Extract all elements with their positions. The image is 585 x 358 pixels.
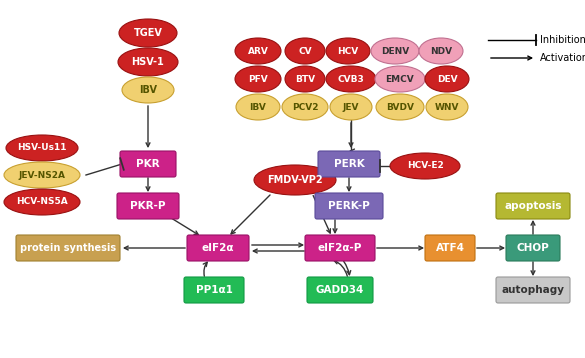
Text: PERK: PERK xyxy=(333,159,364,169)
Text: PKR: PKR xyxy=(136,159,160,169)
FancyBboxPatch shape xyxy=(184,277,244,303)
Text: TGEV: TGEV xyxy=(133,28,163,38)
Text: CV: CV xyxy=(298,47,312,55)
Text: CVB3: CVB3 xyxy=(338,74,364,83)
Ellipse shape xyxy=(254,165,336,195)
Text: autophagy: autophagy xyxy=(501,285,565,295)
Text: DEV: DEV xyxy=(436,74,457,83)
FancyBboxPatch shape xyxy=(496,193,570,219)
Text: HCV: HCV xyxy=(338,47,359,55)
Text: PERK-P: PERK-P xyxy=(328,201,370,211)
Ellipse shape xyxy=(285,38,325,64)
Text: GADD34: GADD34 xyxy=(316,285,364,295)
Text: IBV: IBV xyxy=(250,102,266,111)
Text: HCV-NS5A: HCV-NS5A xyxy=(16,198,68,207)
Text: protein synthesis: protein synthesis xyxy=(20,243,116,253)
Ellipse shape xyxy=(376,94,424,120)
FancyBboxPatch shape xyxy=(315,193,383,219)
Ellipse shape xyxy=(236,94,280,120)
Text: eIF2α-P: eIF2α-P xyxy=(318,243,362,253)
Text: PP1α1: PP1α1 xyxy=(195,285,232,295)
Text: EMCV: EMCV xyxy=(386,74,414,83)
FancyBboxPatch shape xyxy=(16,235,120,261)
Ellipse shape xyxy=(4,189,80,215)
Text: apoptosis: apoptosis xyxy=(504,201,562,211)
Text: WNV: WNV xyxy=(435,102,459,111)
Ellipse shape xyxy=(330,94,372,120)
Text: IBV: IBV xyxy=(139,85,157,95)
Text: JEV: JEV xyxy=(343,102,359,111)
FancyBboxPatch shape xyxy=(305,235,375,261)
Ellipse shape xyxy=(4,162,80,188)
Text: ARV: ARV xyxy=(247,47,269,55)
FancyBboxPatch shape xyxy=(318,151,380,177)
Ellipse shape xyxy=(6,135,78,161)
Text: HCV-E2: HCV-E2 xyxy=(407,161,443,170)
Text: ATF4: ATF4 xyxy=(435,243,464,253)
FancyBboxPatch shape xyxy=(117,193,179,219)
Ellipse shape xyxy=(425,66,469,92)
Text: BTV: BTV xyxy=(295,74,315,83)
FancyBboxPatch shape xyxy=(506,235,560,261)
FancyBboxPatch shape xyxy=(307,277,373,303)
Ellipse shape xyxy=(282,94,328,120)
Ellipse shape xyxy=(326,38,370,64)
Text: Activation: Activation xyxy=(540,53,585,63)
Ellipse shape xyxy=(285,66,325,92)
Text: BVDV: BVDV xyxy=(386,102,414,111)
Text: HSV-1: HSV-1 xyxy=(132,57,164,67)
Text: PCV2: PCV2 xyxy=(292,102,318,111)
Text: PFV: PFV xyxy=(248,74,268,83)
Ellipse shape xyxy=(118,48,178,76)
Text: CHOP: CHOP xyxy=(517,243,549,253)
Text: HSV-Us11: HSV-Us11 xyxy=(17,144,67,153)
Ellipse shape xyxy=(426,94,468,120)
Ellipse shape xyxy=(419,38,463,64)
Text: Inhibition: Inhibition xyxy=(540,35,585,45)
Ellipse shape xyxy=(122,77,174,103)
Ellipse shape xyxy=(235,66,281,92)
FancyBboxPatch shape xyxy=(120,151,176,177)
Text: NDV: NDV xyxy=(430,47,452,55)
Ellipse shape xyxy=(235,38,281,64)
Ellipse shape xyxy=(326,66,376,92)
Ellipse shape xyxy=(390,153,460,179)
Text: eIF2α: eIF2α xyxy=(202,243,234,253)
FancyBboxPatch shape xyxy=(496,277,570,303)
Ellipse shape xyxy=(375,66,425,92)
Text: FMDV-VP2: FMDV-VP2 xyxy=(267,175,323,185)
Text: DENV: DENV xyxy=(381,47,409,55)
Ellipse shape xyxy=(119,19,177,47)
Text: PKR-P: PKR-P xyxy=(130,201,166,211)
FancyBboxPatch shape xyxy=(187,235,249,261)
FancyBboxPatch shape xyxy=(425,235,475,261)
Ellipse shape xyxy=(371,38,419,64)
Text: JEV-NS2A: JEV-NS2A xyxy=(19,170,66,179)
